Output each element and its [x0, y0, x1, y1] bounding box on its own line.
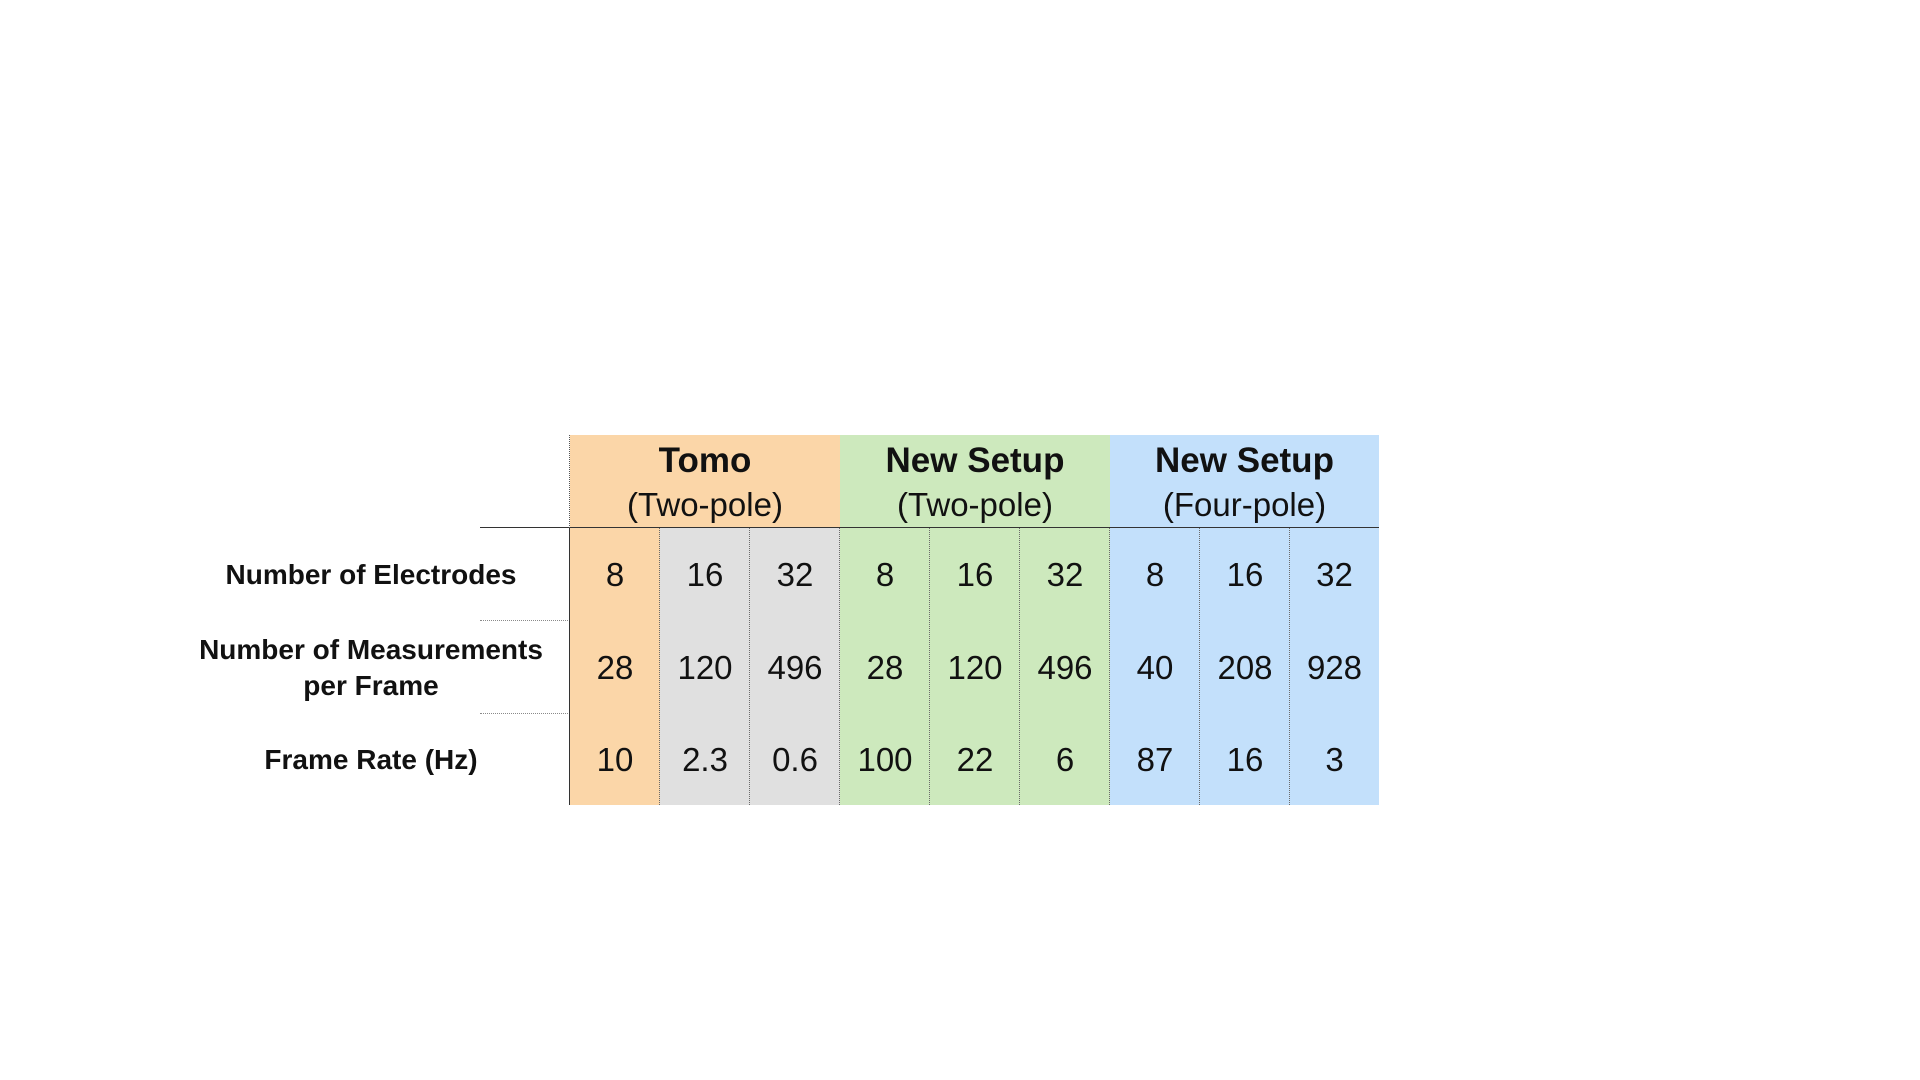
- table-cell: 22: [930, 714, 1020, 805]
- column-title: New Setup: [885, 441, 1065, 480]
- table-cell: 208: [1200, 621, 1290, 714]
- row-label-line: Number of Electrodes: [225, 558, 517, 590]
- column-divider: [929, 528, 930, 805]
- table-cell: 32: [1290, 528, 1379, 621]
- row-divider: [480, 620, 570, 621]
- table-cell: 100: [840, 714, 930, 805]
- table-cell: 120: [930, 621, 1020, 714]
- table-cell: 40: [1110, 621, 1200, 714]
- table-cell: 496: [750, 621, 840, 714]
- column-divider: [749, 528, 750, 805]
- table-cell: 28: [840, 621, 930, 714]
- column-title: New Setup: [1155, 441, 1334, 480]
- table-cell: 16: [1200, 528, 1290, 621]
- table-cell: 10: [570, 714, 660, 805]
- column-subtitle: (Two-pole): [627, 486, 783, 523]
- table-cell: 0.6: [750, 714, 840, 805]
- table-cell: 8: [570, 528, 660, 621]
- table-cell: 120: [660, 621, 750, 714]
- column-subtitle: (Two-pole): [897, 486, 1053, 523]
- table-cell: 496: [1020, 621, 1110, 714]
- table-cell: 8: [840, 528, 930, 621]
- column-divider: [1199, 528, 1200, 805]
- table-cell: 16: [1200, 714, 1290, 805]
- row-divider: [480, 713, 570, 714]
- column-divider: [1289, 528, 1290, 805]
- table-cell: 928: [1290, 621, 1379, 714]
- row-label-line: Number of Measurements: [199, 633, 543, 665]
- column-subtitle: (Four-pole): [1162, 486, 1327, 523]
- column-divider: [659, 528, 660, 805]
- column-divider: [1019, 528, 1020, 805]
- row-label-line: per Frame: [303, 669, 439, 701]
- header-divider: [480, 527, 1379, 528]
- table-cell: 32: [750, 528, 840, 621]
- column-header-new-setup-two-pole: New Setup (Two-pole): [840, 435, 1110, 528]
- table-left-border: [569, 528, 570, 805]
- column-divider: [839, 528, 840, 805]
- row-label-electrodes: Number of Electrodes: [150, 528, 592, 621]
- header-left-border: [569, 435, 570, 528]
- row-label-frame-rate: Frame Rate (Hz): [150, 714, 592, 805]
- column-header-tomo: Tomo (Two-pole): [570, 435, 840, 528]
- column-title: Tomo: [658, 441, 752, 480]
- table-cell: 16: [930, 528, 1020, 621]
- column-header-new-setup-four-pole: New Setup (Four-pole): [1110, 435, 1379, 528]
- row-label-measurements: Number of Measurements per Frame: [150, 621, 592, 714]
- table-cell: 6: [1020, 714, 1110, 805]
- table-cell: 3: [1290, 714, 1379, 805]
- table-cell: 87: [1110, 714, 1200, 805]
- table-cell: 8: [1110, 528, 1200, 621]
- row-label-line: Frame Rate (Hz): [264, 743, 478, 775]
- table-cell: 32: [1020, 528, 1110, 621]
- table-cell: 16: [660, 528, 750, 621]
- table-cell: 2.3: [660, 714, 750, 805]
- column-divider: [1109, 528, 1110, 805]
- table-cell: 28: [570, 621, 660, 714]
